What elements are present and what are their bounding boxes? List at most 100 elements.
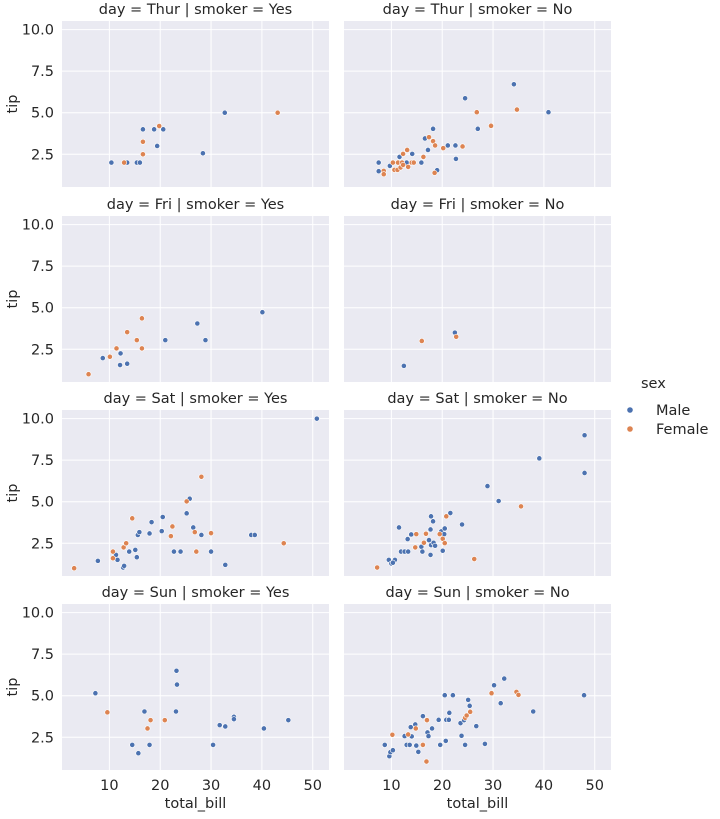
y-axis-label: tip bbox=[5, 484, 21, 503]
data-point-female bbox=[140, 138, 146, 145]
data-point-male bbox=[406, 742, 413, 748]
data-point-male bbox=[425, 147, 431, 153]
data-point-male bbox=[429, 725, 435, 732]
data-point-male bbox=[545, 109, 552, 116]
data-point-female bbox=[436, 531, 443, 538]
data-point-male bbox=[136, 529, 143, 536]
data-point-male bbox=[449, 692, 456, 699]
data-point-male bbox=[409, 151, 416, 157]
data-point-male bbox=[126, 548, 133, 555]
legend-marker-male bbox=[627, 407, 633, 413]
y-tick-label: 7.5 bbox=[31, 453, 54, 469]
data-point-male bbox=[210, 742, 216, 748]
data-point-male bbox=[259, 309, 266, 316]
data-point-male bbox=[427, 526, 434, 533]
data-point-female bbox=[432, 142, 439, 149]
panel-background bbox=[344, 21, 611, 187]
data-point-male bbox=[198, 532, 205, 538]
data-point-male bbox=[452, 142, 459, 149]
data-point-female bbox=[473, 109, 480, 116]
data-point-male bbox=[108, 159, 115, 166]
data-point-female bbox=[423, 758, 430, 765]
data-point-male bbox=[117, 350, 124, 357]
data-point-male bbox=[482, 741, 488, 747]
y-tick-label: 7.5 bbox=[31, 259, 54, 275]
data-point-female bbox=[418, 338, 425, 344]
data-point-male bbox=[94, 557, 101, 564]
panel-title: day = Fri | smoker = No bbox=[391, 197, 565, 213]
data-point-female bbox=[85, 371, 92, 378]
data-point-female bbox=[374, 564, 381, 571]
data-point-male bbox=[439, 547, 446, 554]
panel-background bbox=[344, 410, 611, 576]
y-tick-label: 2.5 bbox=[31, 147, 54, 163]
data-point-male bbox=[427, 551, 434, 558]
data-point-male bbox=[177, 548, 184, 555]
data-point-male bbox=[151, 126, 158, 133]
x-tick-label: 10 bbox=[382, 778, 400, 794]
data-point-female bbox=[424, 717, 430, 724]
data-point-male bbox=[92, 690, 99, 697]
x-tick-label: 30 bbox=[202, 778, 220, 794]
data-point-male bbox=[419, 548, 426, 555]
data-point-female bbox=[420, 154, 427, 160]
data-point-female bbox=[120, 544, 127, 551]
data-point-female bbox=[121, 159, 128, 166]
data-point-male bbox=[415, 748, 422, 755]
data-point-male bbox=[446, 709, 453, 716]
data-point-female bbox=[514, 106, 520, 113]
data-point-male bbox=[447, 510, 454, 516]
data-point-female bbox=[139, 315, 145, 322]
data-point-female bbox=[280, 540, 287, 547]
data-point-female bbox=[467, 708, 474, 715]
data-point-male bbox=[200, 150, 206, 157]
data-point-female bbox=[412, 544, 419, 551]
data-point-male bbox=[154, 143, 161, 149]
data-point-female bbox=[106, 353, 113, 360]
data-point-male bbox=[158, 528, 165, 535]
x-tick-label: 40 bbox=[253, 778, 271, 794]
data-point-female bbox=[471, 556, 478, 562]
data-point-male bbox=[146, 742, 153, 748]
data-point-male bbox=[375, 159, 382, 166]
data-point-male bbox=[216, 722, 223, 729]
y-axis-label: tip bbox=[5, 290, 21, 309]
data-point-female bbox=[413, 531, 420, 538]
data-point-male bbox=[473, 723, 480, 730]
data-point-female bbox=[104, 709, 111, 716]
y-tick-label: 10.0 bbox=[22, 606, 54, 622]
data-point-male bbox=[466, 702, 473, 709]
panel-background bbox=[62, 410, 329, 576]
data-point-male bbox=[160, 126, 167, 133]
data-point-female bbox=[380, 171, 387, 178]
panel-background bbox=[344, 216, 611, 382]
data-point-male bbox=[510, 81, 517, 88]
data-point-female bbox=[208, 530, 214, 537]
data-point-male bbox=[390, 559, 396, 566]
data-point-male bbox=[174, 681, 180, 688]
data-point-male bbox=[459, 521, 465, 528]
data-point-male bbox=[491, 682, 497, 689]
data-point-female bbox=[191, 529, 198, 536]
legend-marker-female bbox=[627, 426, 633, 432]
data-point-male bbox=[435, 716, 442, 723]
y-tick-label: 5.0 bbox=[31, 495, 54, 511]
data-point-female bbox=[113, 345, 120, 352]
y-tick-label: 2.5 bbox=[31, 342, 54, 358]
data-point-male bbox=[121, 562, 128, 569]
data-point-male bbox=[501, 675, 508, 682]
data-point-female bbox=[412, 725, 419, 732]
data-point-female bbox=[144, 725, 151, 732]
y-tick-label: 2.5 bbox=[31, 536, 54, 552]
data-point-male bbox=[133, 554, 140, 561]
data-point-male bbox=[497, 700, 504, 707]
data-point-male bbox=[202, 337, 209, 344]
data-point-male bbox=[441, 525, 448, 532]
y-axis-label: tip bbox=[5, 678, 21, 697]
data-point-male bbox=[251, 532, 258, 538]
data-point-male bbox=[222, 561, 229, 568]
data-point-male bbox=[381, 742, 388, 748]
y-tick-label: 7.5 bbox=[31, 64, 54, 80]
data-point-female bbox=[129, 515, 136, 522]
legend-label-female: Female bbox=[656, 422, 709, 438]
